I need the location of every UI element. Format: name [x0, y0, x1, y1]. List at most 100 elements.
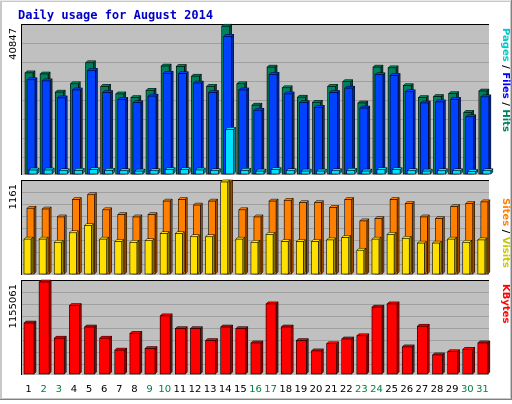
bar-face [144, 240, 153, 275]
bar-side [169, 198, 173, 275]
bar-files-day-4 [71, 87, 83, 175]
y-axis-title: Pages / Files / Hits [500, 28, 511, 132]
bar-side [212, 234, 215, 275]
bar-face [482, 170, 492, 175]
panel-3: 1155061 KBytes [8, 279, 511, 376]
bar-kbytes-day-14 [220, 324, 234, 375]
bar-side [166, 230, 170, 275]
bar-side [91, 223, 94, 275]
bar-face [53, 242, 62, 275]
bar-face [28, 169, 38, 175]
bar-kbytes-day-28 [431, 352, 446, 375]
bar-visits-day-2 [38, 236, 49, 275]
bar-kbytes-day-4 [68, 302, 82, 375]
bar-visits-day-11 [174, 230, 185, 275]
bar-face [159, 315, 171, 375]
bar-face [250, 242, 259, 275]
bar-files-day-10 [162, 70, 174, 175]
bar-face [417, 325, 428, 375]
bar-side [110, 89, 113, 175]
x-tick-label: 13 [204, 384, 217, 395]
x-tick-label: 22 [340, 384, 353, 395]
bar-face [129, 242, 138, 275]
bar-side [227, 179, 230, 275]
bar-side [233, 126, 236, 175]
bar-files-day-22 [344, 85, 356, 175]
bar-face [311, 350, 322, 375]
bar-pages-day-17 [270, 167, 282, 175]
bar-files-day-6 [102, 89, 114, 175]
bar-pages-day-20 [315, 168, 328, 175]
bar-face [361, 170, 371, 175]
bar-face [41, 80, 51, 175]
bar-kbytes-day-27 [416, 323, 430, 375]
bar-pages-day-9 [149, 168, 161, 175]
bar-side [139, 214, 143, 275]
bar-visits-day-20 [310, 238, 322, 275]
bar-kbytes-day-3 [53, 335, 67, 375]
bar-pages-day-12 [194, 167, 207, 175]
bar-visits-day-26 [401, 235, 412, 275]
y-title-files: Files [500, 72, 511, 98]
bar-face [114, 241, 123, 275]
bar-files-day-19 [298, 100, 310, 175]
bar-side [245, 207, 249, 275]
y-title-sites: Sites [500, 198, 511, 226]
bar-face [253, 109, 263, 175]
bar-side [109, 207, 112, 275]
bar-face [26, 79, 36, 175]
y-title-hits: Hits [500, 109, 511, 132]
bar-side [182, 230, 185, 275]
bar-face [53, 337, 65, 375]
bar-side [136, 239, 140, 275]
y-title-visits: Visits [500, 237, 511, 268]
bar-files-day-26 [404, 89, 416, 175]
bar-files-day-15 [238, 87, 250, 175]
bar-face [447, 238, 455, 275]
bar-pages-day-3 [58, 168, 70, 175]
bar-kbytes-day-29 [447, 349, 461, 375]
bar-sites-day-19 [298, 200, 309, 275]
bar-face [341, 338, 353, 375]
bar-pages-day-30 [467, 168, 479, 175]
bar-side [154, 345, 158, 375]
x-tick-label: 23 [355, 384, 368, 395]
bar-pages-day-6 [104, 167, 116, 175]
bar-pages-day-2 [43, 167, 55, 175]
bar-side [76, 230, 79, 275]
bar-face [205, 236, 213, 275]
bar-face [391, 169, 401, 175]
bar-kbytes-day-16 [250, 340, 264, 375]
bar-face [480, 96, 490, 175]
bar-face [195, 169, 204, 175]
bar-side [95, 67, 98, 175]
bar-kbytes-day-11 [174, 325, 188, 375]
bar-visits-day-15 [235, 236, 246, 275]
y-title-kbytes: KBytes [500, 284, 511, 323]
bar-files-day-27 [419, 100, 431, 175]
x-tick-label: 7 [116, 384, 122, 395]
bar-face [72, 89, 81, 175]
y-max-label: 1161 [8, 184, 19, 209]
bar-face [462, 349, 474, 375]
bar-kbytes-day-26 [401, 344, 415, 375]
bar-side [151, 238, 155, 275]
x-tick-label: 1 [25, 384, 31, 395]
bar-kbytes-day-8 [129, 330, 143, 375]
bar-pages-day-21 [330, 168, 343, 175]
bar-pages-day-14 [225, 126, 237, 175]
bar-face [477, 239, 486, 275]
x-tick-label: 8 [131, 384, 137, 395]
x-axis-labels: 1 2 3 4 5 6 7 8 9 10 11 12 13 14 15 16 17 18 19 20 21 22 23 24 2… [25, 384, 488, 395]
chart-title: Daily usage for August 2014 [18, 8, 214, 22]
panel-1: 40847 Pages / Files / Hits [8, 23, 511, 176]
bar-face [190, 236, 198, 275]
bar-files-day-9 [147, 93, 159, 175]
bar-face [89, 169, 98, 175]
bar-face [74, 170, 83, 175]
bar-side [246, 87, 250, 175]
x-tick-label: 17 [264, 384, 277, 395]
bar-files-day-29 [450, 96, 462, 175]
bar-pages-day-27 [421, 168, 433, 175]
